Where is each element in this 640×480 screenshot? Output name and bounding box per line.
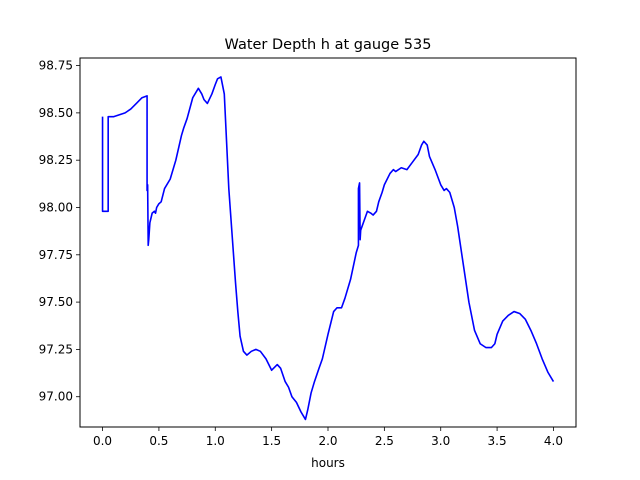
y-axis: 97.00 97.25 97.50 97.75 98.00 98.25 98.50 98.75 — [39, 59, 80, 404]
chart-title: Water Depth h at gauge 535 — [225, 37, 432, 53]
x-tick-label: 3.5 — [488, 434, 507, 448]
series-line-0 — [101, 76, 555, 421]
x-tick-label: 3.0 — [431, 434, 450, 448]
plot-area — [101, 76, 555, 421]
y-tick-label: 98.25 — [39, 153, 73, 167]
x-tick-label: 4.0 — [544, 434, 563, 448]
x-tick-label: 0.0 — [93, 434, 112, 448]
x-tick-label: 2.0 — [318, 434, 337, 448]
y-tick-label: 98.75 — [39, 59, 73, 73]
y-tick-label: 97.25 — [39, 342, 73, 356]
x-axis-label: hours — [311, 456, 345, 470]
x-tick-label: 0.5 — [149, 434, 168, 448]
x-tick-label: 2.5 — [375, 434, 394, 448]
axes-frame — [79, 57, 577, 428]
y-tick-label: 97.00 — [39, 390, 73, 404]
x-tick-label: 1.5 — [262, 434, 281, 448]
y-tick-label: 98.00 — [39, 200, 73, 214]
y-tick-label: 98.50 — [39, 106, 73, 120]
y-tick-label: 97.50 — [39, 295, 73, 309]
x-axis: 0.0 0.5 1.0 1.5 2.0 2.5 3.0 3.5 4.0 — [93, 427, 563, 448]
y-tick-label: 97.75 — [39, 248, 73, 262]
x-tick-label: 1.0 — [206, 434, 225, 448]
